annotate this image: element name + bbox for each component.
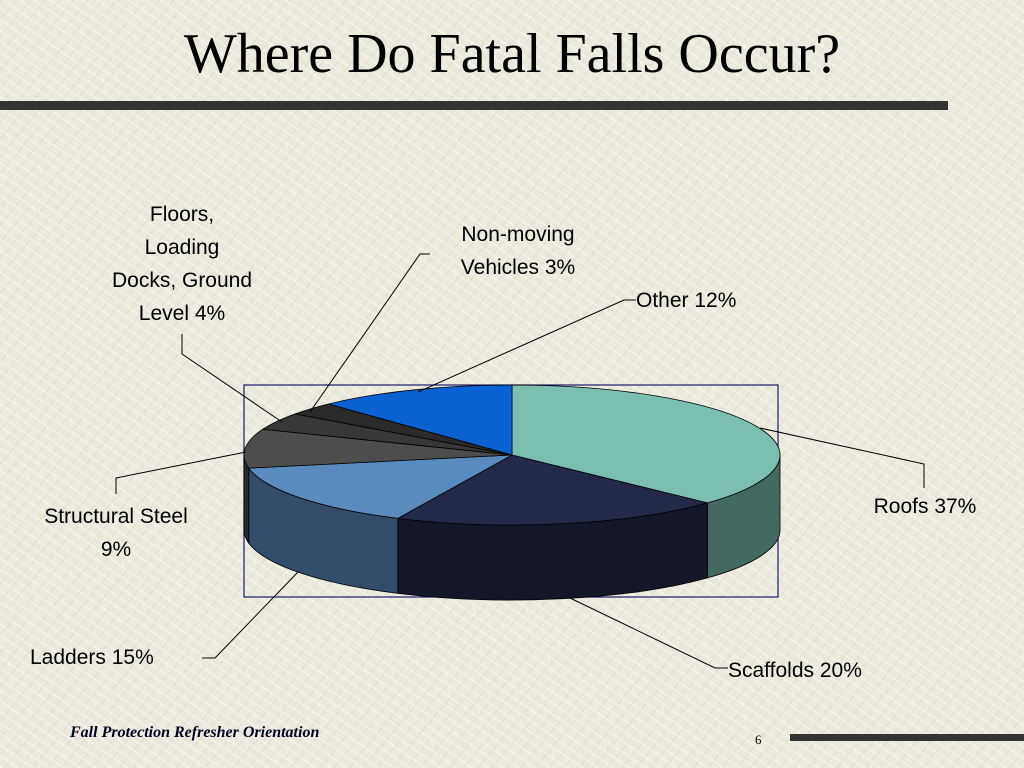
label-leader-lines (115, 253, 925, 669)
pie-tops (243, 384, 781, 526)
pie-side-structural-steel (243, 454, 250, 545)
pie-slice-roofs (511, 384, 781, 504)
label-other: Other 12% (636, 289, 737, 312)
label-floors: Floors, Loading Docks, Ground Level 4% (111, 203, 253, 325)
leader-structural-steel (115, 451, 247, 494)
pie-slice-structural-steel (243, 428, 513, 469)
leader-floors-loading-docks-ground-level (181, 334, 283, 423)
page-number: 6 (755, 732, 762, 747)
title-divider (0, 101, 948, 110)
label-ladders: Ladders 15% (30, 646, 154, 669)
pie-slice-other (326, 384, 513, 456)
leader-roofs (759, 427, 925, 488)
label-structural-steel: Structural Steel 9% (44, 505, 188, 561)
leader-other (417, 299, 636, 393)
label-non-moving-vehicles: Non-moving Vehicles 3% (460, 223, 576, 279)
leader-non-moving-vehicles (309, 253, 430, 413)
footer-divider (790, 734, 1024, 741)
label-scaffolds: Scaffolds 20% (728, 659, 862, 682)
leader-ladders (202, 571, 299, 659)
pie-slice-ladders (247, 454, 513, 519)
label-roofs: Roofs 37% (873, 495, 977, 518)
footer-text: Fall Protection Refresher Orientation (70, 724, 320, 741)
pie-slice-scaffolds (396, 454, 709, 526)
slide-title: Where Do Fatal Falls Occur? (183, 23, 841, 85)
leader-scaffolds (569, 597, 728, 669)
